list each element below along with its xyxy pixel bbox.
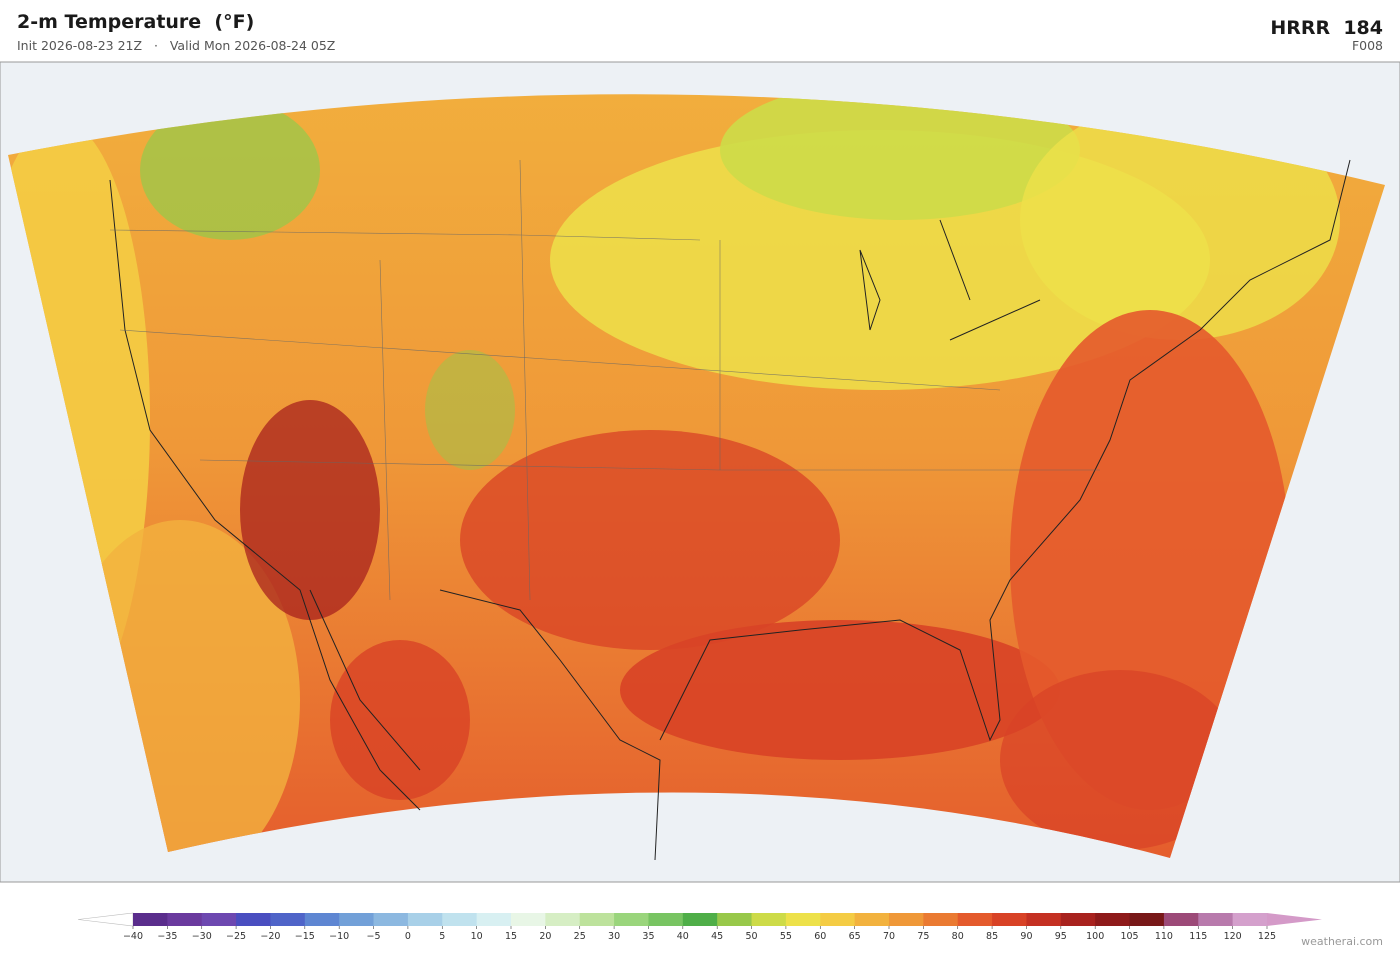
colorbar-bin: [339, 913, 375, 926]
colorbar-tick-label: −10: [329, 931, 349, 942]
colorbar-bin: [785, 913, 821, 926]
colorbar-tick-label: −40: [123, 931, 143, 942]
colorbar-tick-label: 120: [1224, 931, 1242, 942]
model: HRRR 184: [1270, 17, 1383, 39]
colorbar-bin: [717, 913, 753, 926]
colorbar-bin: [751, 913, 787, 926]
colorbar-bin: [1163, 913, 1199, 926]
colorbar-bin: [167, 913, 203, 926]
colorbar-tick-label: 70: [883, 931, 895, 942]
colorbar-tick-label: −30: [192, 931, 212, 942]
colorbar-bin: [1026, 913, 1062, 926]
colorbar-bin: [1129, 913, 1165, 926]
colorbar-bin: [304, 913, 340, 926]
colorbar-tick-label: −35: [157, 931, 177, 942]
colorbar-tick-label: 30: [608, 931, 620, 942]
colorbar-bin: [648, 913, 684, 926]
colorbar-tick-label: 10: [471, 931, 483, 942]
colorbar-tick-label: 50: [745, 931, 757, 942]
colorbar-bin: [682, 913, 718, 926]
colorbar-tick-label: −15: [295, 931, 315, 942]
colorbar-bin: [442, 913, 478, 926]
credit: weatherai.com: [1301, 935, 1383, 948]
colorbar-tick-label: 5: [439, 931, 445, 942]
colorbar-bin: [579, 913, 615, 926]
colorbar-bin: [511, 913, 546, 926]
colorbar-bin: [1095, 913, 1131, 926]
colorbar-bin: [236, 913, 271, 926]
colorbar-bin: [407, 913, 443, 926]
colorbar-tick-label: 90: [1020, 931, 1032, 942]
colorbar-tick-label: 15: [505, 931, 517, 942]
colorbar-bin: [854, 913, 890, 926]
colorbar-bin: [133, 913, 168, 926]
colorbar-tick-label: 95: [1055, 931, 1067, 942]
colorbar-tick-label: 45: [711, 931, 723, 942]
colorbar-under: [77, 912, 134, 927]
colorbar: −40 −35 −30 −25 −20 −15 −10 −5 0 5 10 15 20 25 30 35 40 4…: [77, 912, 1322, 942]
title: 2-m Temperature (°F): [17, 11, 254, 33]
colorbar-tick-label: 25: [574, 931, 586, 942]
colorbar-tick-label: 0: [405, 931, 411, 942]
colorbar-bin: [373, 913, 409, 926]
forecast-hour: F008: [1352, 38, 1383, 53]
colorbar-tick-label: −25: [226, 931, 246, 942]
colorbar-bin: [545, 913, 581, 926]
colorbar-tick-label: 75: [917, 931, 929, 942]
colorbar-bin: [476, 913, 512, 926]
colorbar-tick-label: 65: [849, 931, 861, 942]
colorbar-tick-label: 105: [1120, 931, 1138, 942]
colorbar-tick-label: 55: [780, 931, 792, 942]
colorbar-tick-label: 20: [539, 931, 551, 942]
colorbar-tick-label: −20: [260, 931, 280, 942]
colorbar-tick-label: 60: [814, 931, 826, 942]
colorbar-bin: [889, 913, 924, 926]
colorbar-bin: [820, 913, 856, 926]
colorbar-bin: [614, 913, 649, 926]
colorbar-bin: [1232, 913, 1268, 926]
colorbar-bin: [201, 913, 237, 926]
colorbar-tick-label: 100: [1086, 931, 1104, 942]
colorbar-tick-label: 85: [986, 931, 998, 942]
colorbar-tick-label: 125: [1258, 931, 1276, 942]
colorbar-bin: [270, 913, 306, 926]
colorbar-tick-label: 40: [677, 931, 689, 942]
colorbar-tick-label: −5: [367, 931, 381, 942]
colorbar-tick-label: 80: [952, 931, 964, 942]
subtitle: Init 2026-08-23 21Z · Valid Mon 2026-08-…: [17, 38, 335, 53]
colorbar-over: [1267, 913, 1322, 926]
colorbar-tick-label: 110: [1155, 931, 1173, 942]
colorbar-bin: [992, 913, 1027, 926]
colorbar-bin: [1198, 913, 1234, 926]
colorbar-bin: [923, 913, 959, 926]
map: [0, 61, 1400, 883]
colorbar-tick-label: 115: [1189, 931, 1207, 942]
colorbar-bin: [957, 913, 993, 926]
colorbar-bin: [1060, 913, 1096, 926]
colorbar-tick-label: 35: [642, 931, 654, 942]
